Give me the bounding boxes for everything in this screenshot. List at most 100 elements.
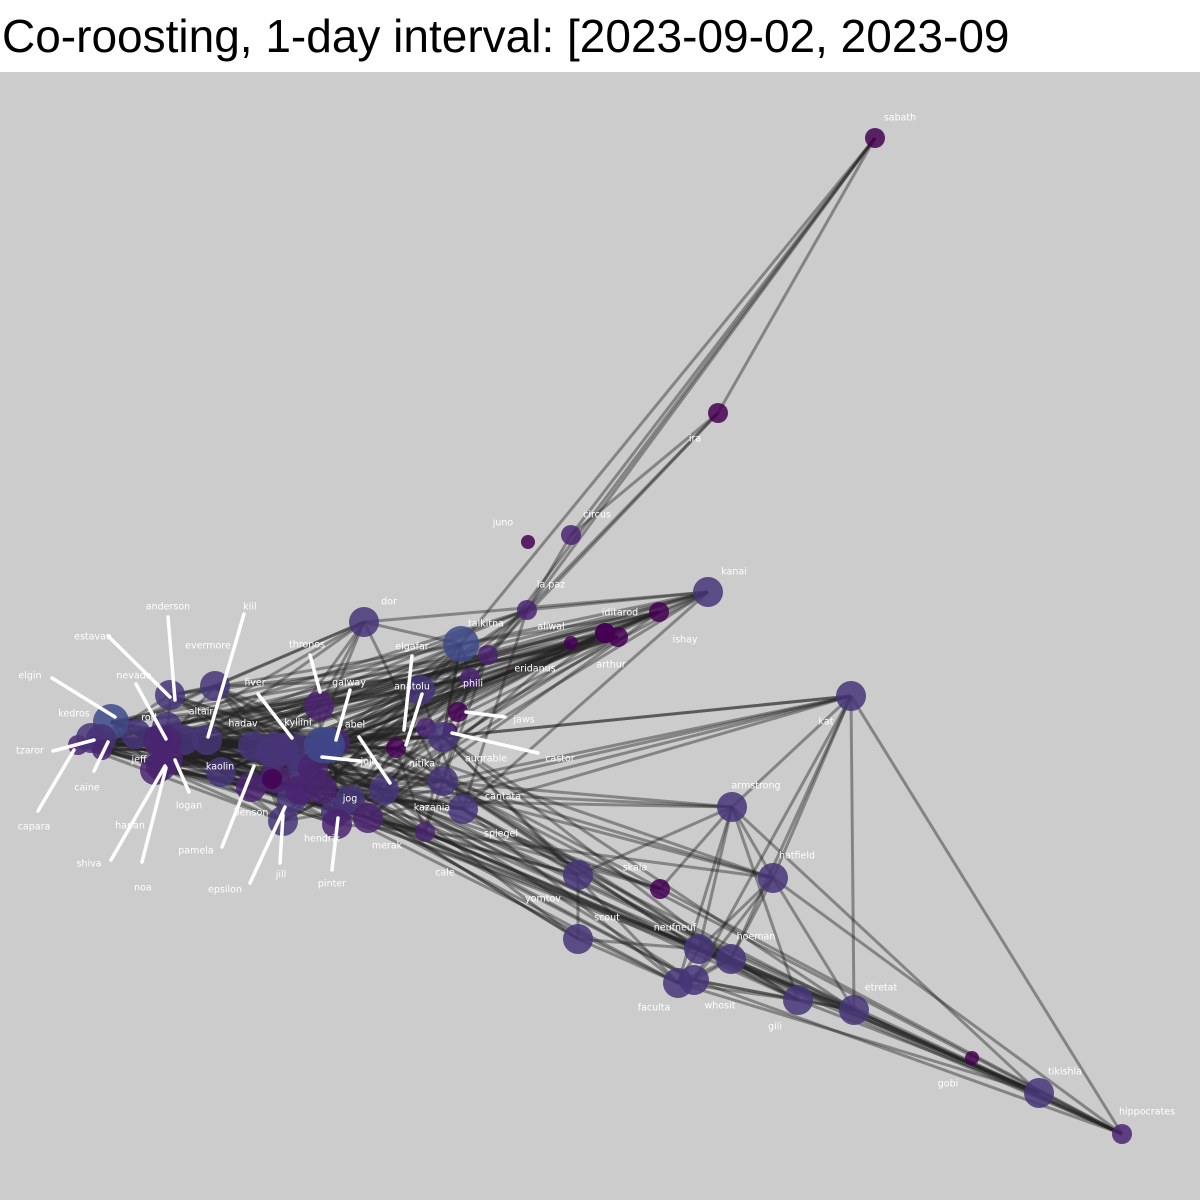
- node-kazania[interactable]: [448, 794, 478, 824]
- node-skala[interactable]: [650, 879, 670, 899]
- node-label-hendrix: hendrix: [304, 834, 340, 845]
- edge-dor-evermore: [214, 620, 365, 688]
- network-plot: sabath ira juno circus kanai la paz iditarod al…: [0, 72, 1200, 1200]
- node-elgafar[interactable]: [405, 675, 435, 705]
- node-sabath[interactable]: [865, 128, 885, 148]
- node-augrable[interactable]: [428, 722, 458, 752]
- edge-kazania-hoeman: [462, 807, 732, 961]
- node-armstrong[interactable]: [717, 792, 747, 822]
- node-arthur2[interactable]: [595, 623, 615, 643]
- node-c8[interactable]: [304, 727, 340, 763]
- label-leader-layer: [36, 612, 540, 885]
- edge-cantata-kat: [442, 694, 852, 783]
- node-kaolin[interactable]: [206, 757, 236, 787]
- node-label-scout: scout: [594, 913, 620, 924]
- node-phili[interactable]: [460, 668, 480, 688]
- node-nitika[interactable]: [386, 738, 406, 758]
- node-c4[interactable]: [262, 769, 282, 789]
- edge-nitika-cale: [394, 747, 427, 833]
- node-neufneuf[interactable]: [684, 934, 714, 964]
- node-circus[interactable]: [561, 525, 581, 545]
- node-label-gili: gili: [768, 1022, 782, 1033]
- node-label-fiver: fiver: [244, 678, 265, 689]
- edge-armstrong-neufneuf: [697, 806, 734, 950]
- node-eridanus[interactable]: [478, 645, 498, 665]
- node-label-cantata: cantata: [485, 792, 521, 803]
- node-aliwal[interactable]: [564, 636, 578, 650]
- node-c3[interactable]: [285, 775, 315, 805]
- node-label-arthur: arthur: [596, 660, 625, 671]
- node-merak[interactable]: [353, 803, 383, 833]
- edge-c7-elgafar: [320, 688, 422, 791]
- node-whosit[interactable]: [679, 965, 709, 995]
- edge-altair-anatolu: [183, 726, 427, 742]
- node-label-gobi: gobi: [938, 1079, 959, 1090]
- node-thronos[interactable]: [304, 691, 334, 721]
- node-cale[interactable]: [415, 822, 435, 842]
- node-tikishla[interactable]: [1024, 1078, 1054, 1108]
- edge-circus-la-paz: [525, 534, 573, 611]
- node-etretat[interactable]: [839, 995, 869, 1025]
- edge-hendrix-etretat: [335, 810, 855, 1012]
- edge-arthur-kedros: [100, 635, 619, 741]
- node-label-jojo: jojo: [360, 757, 378, 768]
- node-hatfield[interactable]: [758, 863, 788, 893]
- node-yomtov[interactable]: [563, 860, 593, 890]
- edge-scout-faculta: [577, 937, 679, 985]
- node-label-pinter: pinter: [318, 879, 346, 890]
- node-spiegel[interactable]: [369, 775, 399, 805]
- node-kanai[interactable]: [693, 577, 723, 607]
- node-noa[interactable]: [153, 745, 183, 775]
- edge-evermore-c8: [214, 684, 323, 747]
- node-jaws[interactable]: [448, 702, 468, 722]
- edge-nitika-hatfield: [395, 746, 774, 880]
- edge-kat-hatfield: [771, 695, 853, 879]
- edge-la-paz-spiegel: [382, 609, 529, 791]
- edge-la-paz-kazania: [461, 609, 529, 810]
- node-label-castor: castor: [545, 754, 575, 765]
- edge-kanai-rod: [135, 590, 709, 736]
- node-label-kanai: kanai: [721, 567, 747, 578]
- node-talkitna[interactable]: [443, 626, 479, 662]
- node-label-neufneuf: neufneuf: [654, 923, 697, 934]
- node-scout[interactable]: [563, 924, 593, 954]
- edge-spiegel-scout: [383, 788, 579, 941]
- node-label-la-paz: la paz: [537, 580, 565, 591]
- node-dor[interactable]: [349, 607, 379, 637]
- edge-hendrix-hoeman: [335, 810, 732, 961]
- node-iditarod[interactable]: [649, 602, 669, 622]
- node-label-ishay: ishay: [672, 635, 697, 646]
- edge-kanai-jojo: [320, 590, 709, 750]
- node-hoeman[interactable]: [716, 944, 746, 974]
- edge-eridanus-iditarod: [487, 610, 660, 657]
- edge-arthur-estavan: [166, 635, 619, 729]
- edge-kanai-kiil: [206, 590, 709, 742]
- edge-arthur-c8: [321, 635, 619, 747]
- leader-anderson: [166, 615, 177, 702]
- node-la-paz[interactable]: [517, 600, 537, 620]
- node-gobi[interactable]: [965, 1051, 979, 1065]
- edge-hatfield-neufneuf: [697, 876, 775, 951]
- node-gili[interactable]: [783, 985, 813, 1015]
- node-cantata[interactable]: [428, 766, 458, 796]
- node-label-hatfield: hatfield: [779, 851, 815, 862]
- leader-anatolu: [404, 692, 424, 747]
- leader-fiver: [256, 692, 294, 740]
- edge-aliwal-elgafar: [419, 641, 572, 692]
- edge-etretat-hippocrates: [853, 1008, 1123, 1136]
- leader-logan: [173, 758, 191, 794]
- edge-cale-neufneuf: [424, 830, 700, 951]
- node-c6[interactable]: [255, 737, 285, 767]
- node-kiil[interactable]: [192, 725, 222, 755]
- node-c7[interactable]: [307, 774, 337, 804]
- node-ira[interactable]: [708, 403, 728, 423]
- node-juno[interactable]: [521, 535, 535, 549]
- edge-jog-armstrong: [349, 798, 733, 809]
- edge-kat-armstrong: [730, 694, 853, 809]
- node-label-noa: noa: [134, 883, 152, 894]
- node-label-whosit: whosit: [705, 1001, 736, 1012]
- leader-abel: [357, 735, 392, 785]
- node-kat[interactable]: [836, 681, 866, 711]
- leader-kiil: [206, 612, 246, 739]
- node-hippocrates[interactable]: [1112, 1124, 1132, 1144]
